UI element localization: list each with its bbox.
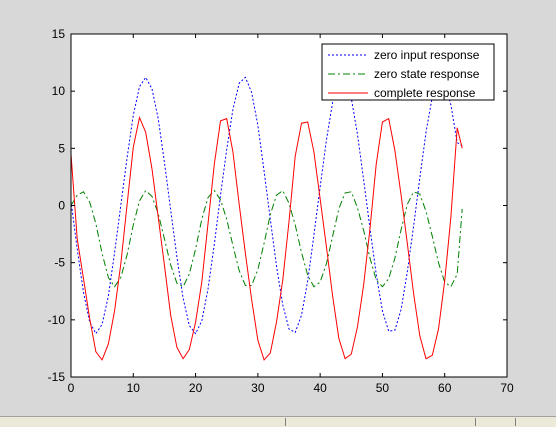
legend-label-0: zero input response <box>374 48 480 62</box>
status-segment <box>475 418 516 426</box>
legend-label-2: complete response <box>374 86 476 100</box>
y-tick-label: 5 <box>58 141 65 155</box>
y-tick-label: -5 <box>54 256 65 270</box>
status-segment <box>285 418 476 426</box>
x-tick-label: 20 <box>189 381 203 395</box>
legend-label-1: zero state response <box>374 67 480 81</box>
status-segment <box>515 418 556 426</box>
x-tick-label: 0 <box>68 381 75 395</box>
series-line-2 <box>71 115 463 361</box>
series-line-0 <box>71 76 463 335</box>
x-tick-label: 30 <box>251 381 265 395</box>
y-tick-label: 0 <box>58 199 65 213</box>
legend-box <box>321 43 495 101</box>
status-strip <box>0 416 556 427</box>
x-tick-label: 10 <box>127 381 141 395</box>
series-line-1 <box>71 189 463 288</box>
x-tick-label: 40 <box>313 381 327 395</box>
y-tick-label: 10 <box>52 84 66 98</box>
x-tick-label: 60 <box>438 381 452 395</box>
y-tick-label: -10 <box>48 313 66 327</box>
y-tick-label: 15 <box>52 27 66 41</box>
x-tick-label: 50 <box>376 381 390 395</box>
x-tick-label: 70 <box>500 381 514 395</box>
legend[interactable]: zero input response zero state response co… <box>321 43 495 101</box>
y-tick-label: -15 <box>48 370 66 384</box>
